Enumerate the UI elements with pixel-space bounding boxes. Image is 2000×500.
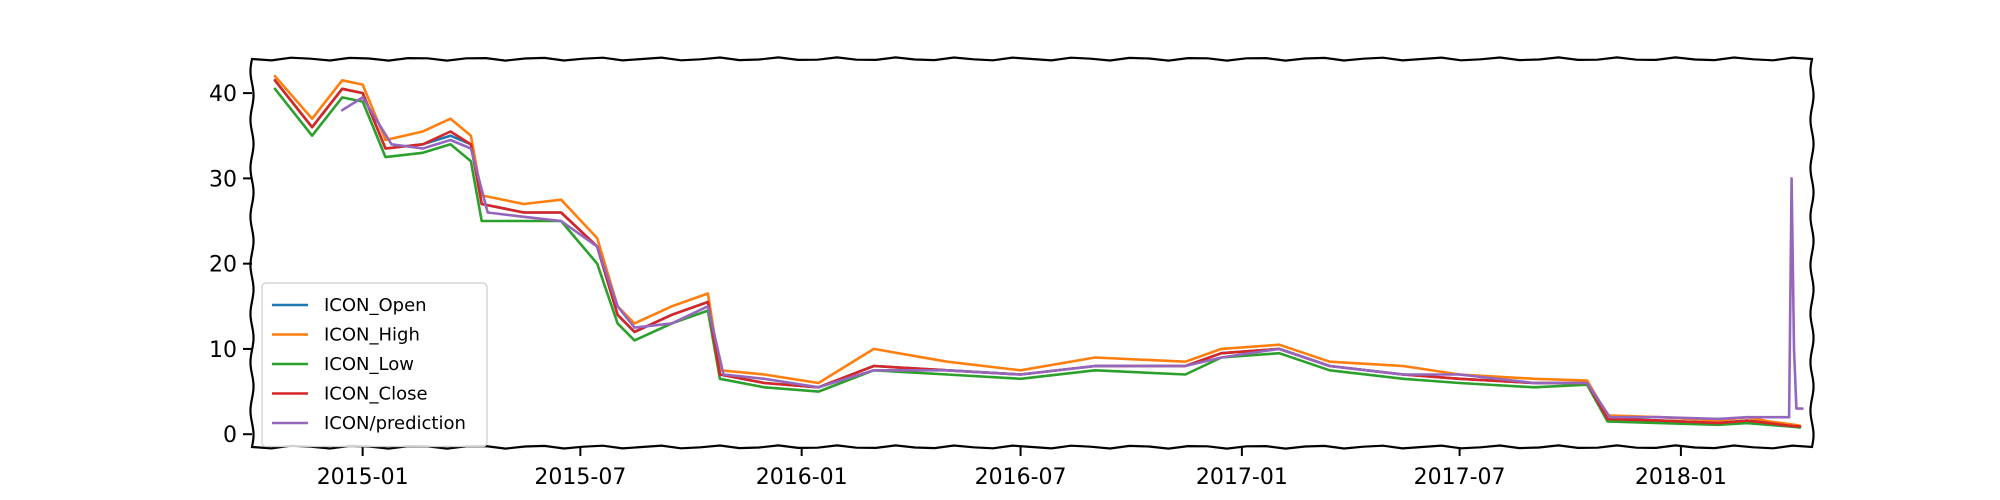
legend-label: ICON_Close: [324, 384, 428, 405]
series-line-icon-prediction: [340, 96, 1804, 421]
x-axis: 2015-01 2015-07 2016-01 2016-07 2017-01 2017-…: [317, 447, 1727, 490]
x-tick-label: 2016-01: [756, 465, 848, 490]
y-tick-label: 20: [209, 253, 237, 278]
y-tick-label: 30: [209, 167, 237, 192]
legend-label: ICON_Low: [324, 354, 414, 375]
series-line-icon-close: [273, 79, 1802, 428]
x-tick-label: 2016-07: [975, 465, 1067, 490]
legend-label: ICON_Open: [324, 295, 427, 316]
y-tick-label: 10: [209, 338, 237, 363]
x-tick-label: 2018-01: [1635, 465, 1727, 490]
legend-box: [261, 282, 488, 448]
series-layer: [273, 74, 1804, 429]
y-tick-label: 40: [209, 82, 237, 107]
legend-label: ICON_High: [324, 325, 420, 346]
legend-items: ICON_Open ICON_High ICON_Low ICON_Close ICON…: [272, 295, 466, 434]
y-axis: 0 10 20 30 40: [209, 82, 252, 448]
x-tick-label: 2015-01: [317, 465, 409, 490]
x-tick-label: 2015-07: [534, 465, 626, 490]
x-tick-label: 2017-01: [1196, 465, 1288, 490]
legend: ICON_Open ICON_High ICON_Low ICON_Close ICON…: [261, 282, 488, 448]
legend-label: ICON/prediction: [324, 413, 466, 434]
y-tick-label: 0: [223, 423, 237, 448]
axes-frame: [249, 56, 1815, 450]
x-tick-label: 2017-07: [1414, 465, 1506, 490]
